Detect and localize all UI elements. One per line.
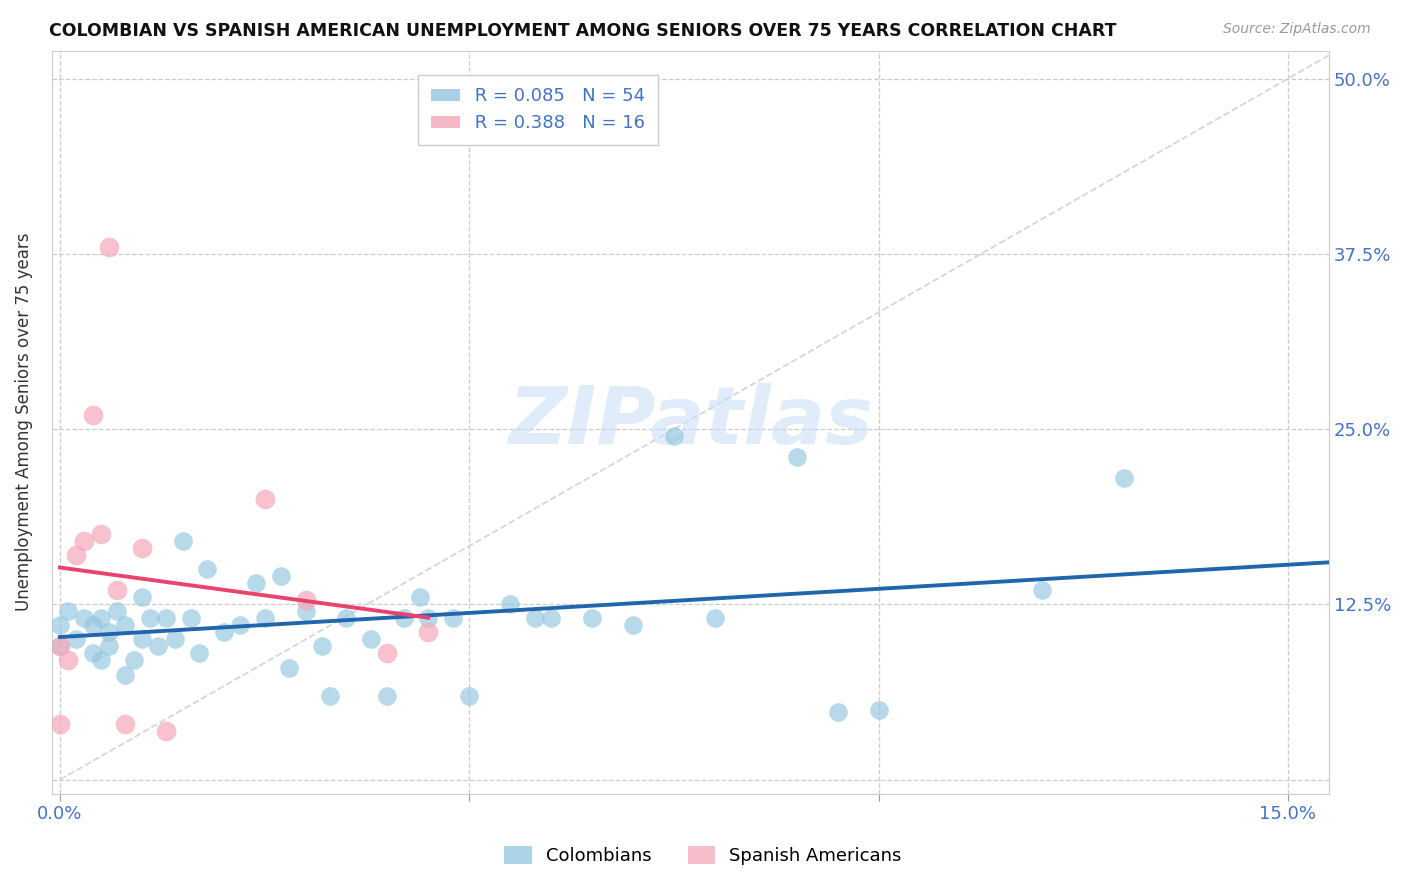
Point [392,611,415,625]
Point [90,527,112,541]
Point [270,569,292,583]
Point [49,640,72,654]
Point [105,583,128,598]
Point [90,653,112,667]
Point [523,611,546,625]
Point [294,604,316,618]
Point [319,689,342,703]
Point [868,702,890,716]
Point [163,632,186,647]
Point [180,611,202,625]
Point [49,716,72,731]
Point [82,647,104,661]
Point [1114,471,1136,485]
Point [90,611,112,625]
Point [229,618,252,632]
Point [245,576,267,591]
Point [98,640,121,654]
Point [114,716,136,731]
Point [786,450,808,465]
Point [294,593,316,607]
Point [82,618,104,632]
Point [621,618,644,632]
Point [1031,583,1053,598]
Point [114,667,136,681]
Point [253,492,276,507]
Point [335,611,357,625]
Point [540,611,562,625]
Point [418,625,440,640]
Point [212,625,235,640]
Point [139,611,162,625]
Point [131,541,153,556]
Point [73,534,96,549]
Point [105,604,128,618]
Point [253,611,276,625]
Point [56,653,79,667]
Point [662,429,685,443]
Point [827,706,849,720]
Point [155,611,177,625]
Point [377,647,399,661]
Point [98,240,121,254]
Point [360,632,382,647]
Point [155,723,177,738]
Point [441,611,464,625]
Legend: Colombians, Spanish Americans: Colombians, Spanish Americans [498,838,908,872]
Point [703,611,725,625]
Point [172,534,194,549]
Point [458,689,481,703]
Point [146,640,169,654]
Point [98,625,121,640]
Point [188,647,211,661]
Legend:  R = 0.085   N = 54,  R = 0.388   N = 16: R = 0.085 N = 54, R = 0.388 N = 16 [419,75,658,145]
Point [278,660,301,674]
Point [131,591,153,605]
Point [409,591,432,605]
Point [49,618,72,632]
Point [56,604,79,618]
Point [499,598,522,612]
Point [311,640,333,654]
Text: COLOMBIAN VS SPANISH AMERICAN UNEMPLOYMENT AMONG SENIORS OVER 75 YEARS CORRELATI: COLOMBIAN VS SPANISH AMERICAN UNEMPLOYME… [49,22,1116,40]
Point [82,408,104,422]
Text: Source: ZipAtlas.com: Source: ZipAtlas.com [1223,22,1371,37]
Point [73,611,96,625]
Point [49,640,72,654]
Point [131,632,153,647]
Point [65,549,87,563]
Text: ZIPatlas: ZIPatlas [508,384,873,461]
Point [122,653,145,667]
Point [114,618,136,632]
Point [65,632,87,647]
Y-axis label: Unemployment Among Seniors over 75 years: Unemployment Among Seniors over 75 years [15,233,32,611]
Point [377,689,399,703]
Point [418,611,440,625]
Point [581,611,603,625]
Point [195,562,218,576]
